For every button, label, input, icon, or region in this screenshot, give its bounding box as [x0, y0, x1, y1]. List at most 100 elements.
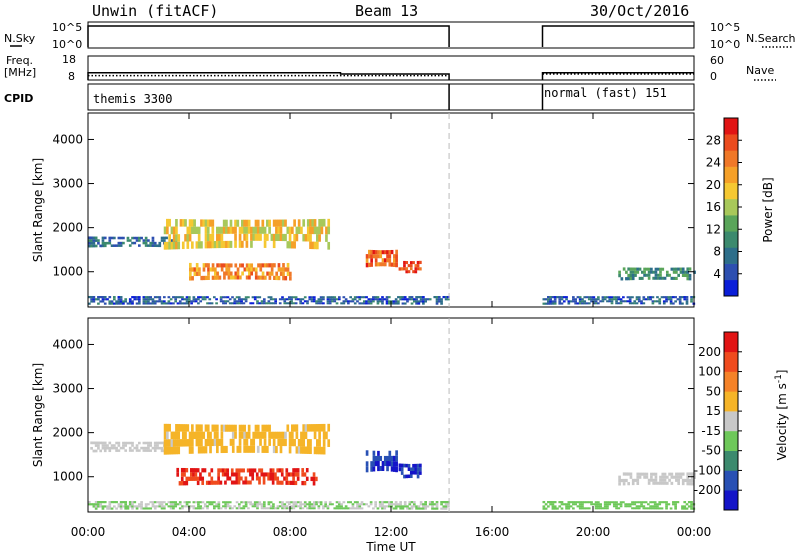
power-cell [170, 226, 174, 235]
power-cell [304, 234, 308, 242]
velocity-cell [142, 449, 146, 452]
power-cell [238, 240, 242, 248]
velocity-cell [168, 423, 171, 432]
velocity-cell [179, 424, 183, 432]
velocity-cell [304, 446, 308, 454]
velocity-cell [243, 431, 246, 439]
power-cell [283, 302, 287, 305]
velocity-cell [215, 505, 218, 508]
power-cell [670, 267, 674, 271]
power-cell [147, 302, 150, 305]
velocity-cell [386, 461, 389, 467]
power-cell [288, 276, 292, 281]
power-cell [581, 298, 584, 301]
velocity-cell [275, 431, 278, 439]
x-tick-label: 16:00 [475, 525, 510, 539]
velocity-cell [653, 505, 657, 508]
velocity-cell [204, 424, 208, 432]
power-cell [101, 236, 105, 240]
velocity-cell [690, 505, 693, 508]
power-cell [113, 244, 116, 247]
velocity-cell [294, 503, 298, 506]
velocity-cell [690, 472, 694, 476]
velocity-cell [622, 501, 625, 504]
velocity-cell [199, 507, 203, 510]
power-cell [333, 300, 337, 303]
power-cell [376, 302, 380, 305]
power-cell [292, 302, 296, 305]
power-cell [156, 296, 159, 299]
freq-series-2 [541, 72, 694, 80]
velocity-cell [156, 501, 159, 504]
power-cell [649, 296, 652, 299]
velocity-cell [153, 444, 157, 447]
power-cell [681, 270, 685, 274]
power-cell [250, 263, 254, 268]
velocity-cell [285, 507, 289, 510]
power-cell [201, 296, 205, 299]
velocity-cell [633, 503, 637, 506]
velocity-cell [228, 505, 232, 508]
velocity-cbar-label-end: ] [775, 370, 789, 375]
velocity-cell [409, 470, 413, 475]
power-cell [643, 273, 646, 277]
velocity-cell [217, 480, 220, 485]
velocity-cell [166, 446, 169, 455]
velocity-cell [233, 472, 236, 477]
power-cell [277, 263, 281, 268]
velocity-cell [693, 472, 696, 476]
velocity-cell [633, 501, 637, 504]
velocity-cell [587, 507, 591, 510]
power-cell [256, 296, 259, 299]
velocity-cell [636, 475, 640, 479]
velocity-cell [567, 507, 571, 510]
velocity-cell [317, 505, 321, 508]
power-cell [638, 276, 642, 280]
velocity-cell [101, 501, 105, 504]
power-cell [165, 236, 168, 240]
velocity-cell [670, 472, 674, 476]
velocity-cell [277, 438, 281, 447]
velocity-cell [308, 501, 312, 504]
velocity-cell [317, 507, 321, 510]
velocity-cell [124, 441, 128, 445]
power-cell [268, 271, 272, 276]
velocity-cell [654, 475, 658, 479]
power-cell [252, 267, 256, 272]
velocity-cell [378, 501, 382, 504]
velocity-cell [690, 507, 693, 510]
power-cell [119, 302, 123, 305]
velocity-cell [295, 424, 299, 432]
velocity-cell [644, 501, 648, 504]
power-cell [331, 296, 334, 299]
velocity-cell [672, 475, 676, 479]
power-cell [181, 241, 185, 250]
power-cell [92, 239, 96, 242]
nsky-panel: 10^5 10^0 N.Sky 10^5 10^0 N.Search [4, 21, 796, 51]
power-cell [558, 296, 562, 299]
velocity-cell [124, 444, 128, 447]
power-cell [690, 296, 693, 299]
velocity-cell [340, 507, 343, 510]
power-cell [218, 263, 222, 268]
velocity-cell [238, 424, 242, 432]
power-cell [226, 300, 230, 303]
date-label: 30/Oct/2016 [590, 2, 689, 20]
velocity-cell [310, 503, 314, 506]
power-cell [390, 300, 393, 303]
power-cell [627, 277, 631, 281]
velocity-cell [167, 505, 171, 508]
velocity-cell [215, 480, 218, 485]
velocity-cell [117, 441, 121, 445]
power-cell [178, 300, 182, 303]
velocity-cell [178, 507, 182, 510]
velocity-cell [395, 455, 398, 462]
velocity-cell [249, 480, 252, 485]
power-cell [235, 302, 239, 305]
velocity-cell [209, 446, 212, 454]
power-cell [144, 239, 148, 242]
velocity-cell [247, 424, 251, 432]
velocity-cell [288, 446, 292, 454]
velocity-cell [210, 480, 214, 485]
power-cell [151, 236, 155, 240]
